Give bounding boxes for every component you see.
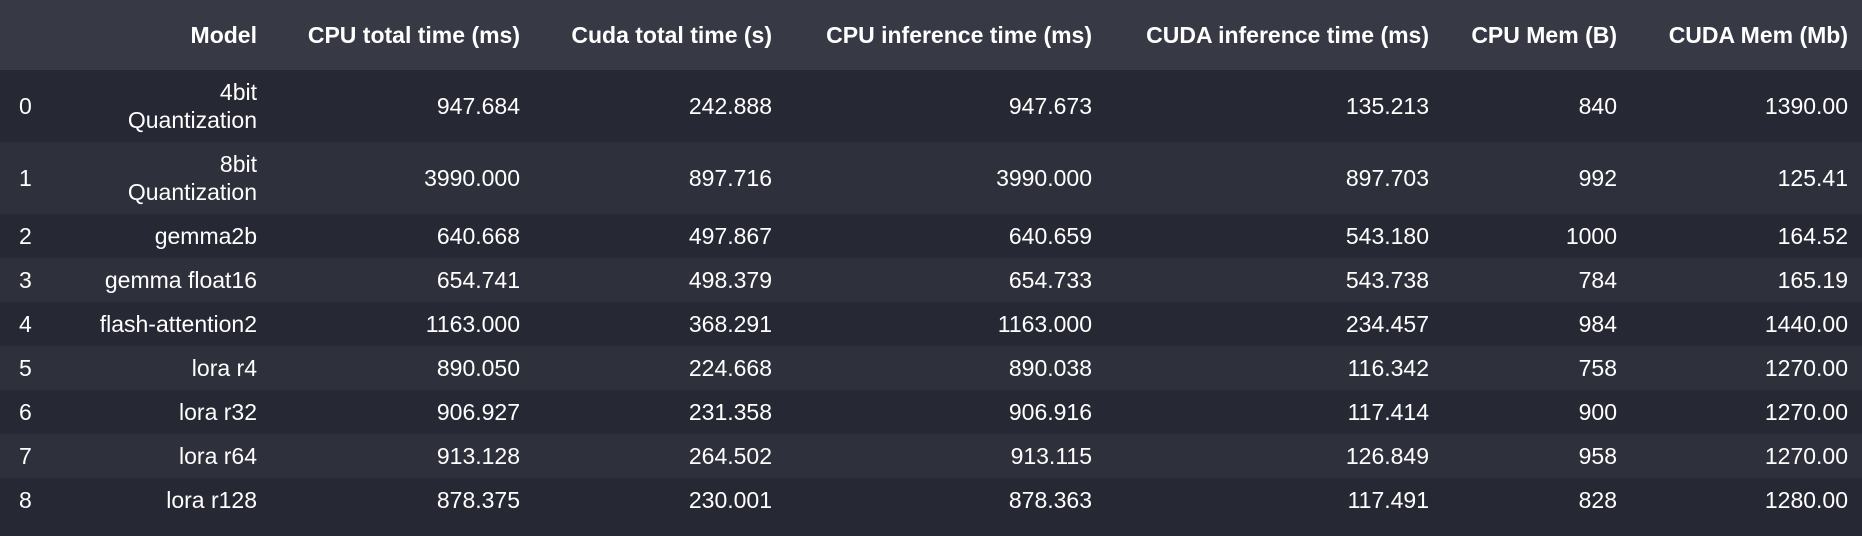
- cell-cpu-inference-time: 3990.000: [996, 165, 1092, 191]
- cell-cpu-mem: 958: [1578, 443, 1617, 469]
- cell-cuda-mem: 1270.00: [1764, 399, 1848, 425]
- row-index: 3: [19, 267, 32, 293]
- cell-cpu-total-time: 3990.000: [424, 165, 520, 191]
- cell-cuda-total-time: 230.001: [688, 487, 772, 513]
- cell-cuda-total-time: 231.358: [688, 399, 772, 425]
- cell-cpu-total-time: 1163.000: [425, 311, 520, 337]
- cell-cuda-mem: 1280.00: [1764, 487, 1848, 513]
- cell-model: lora r4: [191, 355, 257, 381]
- table-row: 4 flash-attention2 1163.000 368.291 1163…: [0, 302, 1862, 346]
- cell-cuda-mem: 1440.00: [1764, 311, 1848, 337]
- cell-cuda-inference-time: 234.457: [1345, 311, 1429, 337]
- results-table: Model CPU total time (ms) Cuda total tim…: [0, 0, 1862, 522]
- cell-cpu-mem: 992: [1578, 165, 1617, 191]
- table-row: 0 4bit Quantization 947.684 242.888 947.…: [0, 70, 1862, 142]
- cell-cpu-mem: 784: [1578, 267, 1617, 293]
- cell-cuda-mem: 164.52: [1777, 223, 1848, 249]
- header-cuda-mem: CUDA Mem (Mb): [1668, 21, 1848, 48]
- table-row: 1 8bit Quantization 3990.000 897.716 399…: [0, 142, 1862, 214]
- row-index: 8: [19, 487, 32, 513]
- cell-model: 4bit Quantization: [127, 79, 257, 133]
- cell-model: lora r64: [179, 443, 257, 469]
- cell-cpu-inference-time: 947.673: [1008, 93, 1092, 119]
- cell-cpu-inference-time: 906.916: [1008, 399, 1092, 425]
- table-row: 3 gemma float16 654.741 498.379 654.733 …: [0, 258, 1862, 302]
- cell-cpu-total-time: 890.050: [436, 355, 520, 381]
- cell-cpu-inference-time: 913.115: [1010, 443, 1092, 469]
- cell-model: flash-attention2: [99, 311, 257, 337]
- cell-cpu-inference-time: 890.038: [1008, 355, 1092, 381]
- cell-model: lora r32: [179, 399, 257, 425]
- cell-cpu-total-time: 654.741: [436, 267, 520, 293]
- cell-cuda-mem: 1270.00: [1764, 443, 1848, 469]
- cell-cuda-mem: 1270.00: [1764, 355, 1848, 381]
- cell-cuda-inference-time: 117.414: [1347, 399, 1429, 425]
- cell-cpu-inference-time: 878.363: [1008, 487, 1092, 513]
- cell-model: lora r128: [166, 487, 257, 513]
- cell-cuda-inference-time: 135.213: [1345, 93, 1429, 119]
- table-row: 6 lora r32 906.927 231.358 906.916 117.4…: [0, 390, 1862, 434]
- cell-cpu-inference-time: 640.659: [1008, 223, 1092, 249]
- row-index: 4: [19, 311, 32, 337]
- header-cuda-total-time: Cuda total time (s): [571, 21, 772, 48]
- cell-cpu-total-time: 947.684: [436, 93, 520, 119]
- header-model: Model: [190, 21, 257, 48]
- header-cpu-mem: CPU Mem (B): [1471, 21, 1617, 48]
- header-cpu-total-time: CPU total time (ms): [307, 21, 520, 48]
- table-header-row: Model CPU total time (ms) Cuda total tim…: [0, 0, 1862, 70]
- cell-cuda-total-time: 498.379: [688, 267, 772, 293]
- cell-cpu-mem: 828: [1578, 487, 1617, 513]
- cell-cpu-mem: 900: [1578, 399, 1617, 425]
- row-index: 5: [19, 355, 32, 381]
- cell-cuda-inference-time: 126.849: [1345, 443, 1429, 469]
- cell-cpu-mem: 1000: [1565, 223, 1617, 249]
- table-row: 7 lora r64 913.128 264.502 913.115 126.8…: [0, 434, 1862, 478]
- cell-cuda-mem: 1390.00: [1764, 93, 1848, 119]
- cell-cpu-mem: 758: [1578, 355, 1617, 381]
- header-index: [0, 0, 52, 70]
- row-index: 7: [19, 443, 32, 469]
- cell-cuda-inference-time: 543.738: [1345, 267, 1429, 293]
- cell-cuda-inference-time: 897.703: [1345, 165, 1429, 191]
- cell-cuda-inference-time: 543.180: [1345, 223, 1429, 249]
- row-index: 6: [19, 399, 32, 425]
- cell-cpu-inference-time: 654.733: [1008, 267, 1092, 293]
- cell-cpu-total-time: 878.375: [436, 487, 520, 513]
- cell-model: 8bit Quantization: [127, 151, 257, 205]
- table-row: 2 gemma2b 640.668 497.867 640.659 543.18…: [0, 214, 1862, 258]
- cell-cuda-total-time: 224.668: [688, 355, 772, 381]
- table-row: 8 lora r128 878.375 230.001 878.363 117.…: [0, 478, 1862, 522]
- cell-cuda-total-time: 897.716: [688, 165, 772, 191]
- cell-cpu-mem: 840: [1578, 93, 1617, 119]
- cell-cpu-mem: 984: [1578, 311, 1617, 337]
- header-cpu-inference-time: CPU inference time (ms): [826, 21, 1092, 48]
- cell-cpu-total-time: 913.128: [436, 443, 520, 469]
- cell-cuda-total-time: 368.291: [688, 311, 772, 337]
- cell-cpu-inference-time: 1163.000: [997, 311, 1092, 337]
- cell-model: gemma2b: [154, 223, 257, 249]
- header-cuda-inference-time: CUDA inference time (ms): [1146, 21, 1429, 48]
- cell-cpu-total-time: 906.927: [436, 399, 520, 425]
- cell-cuda-total-time: 264.502: [688, 443, 772, 469]
- cell-cuda-mem: 165.19: [1777, 267, 1848, 293]
- cell-cuda-total-time: 497.867: [688, 223, 772, 249]
- row-index: 0: [19, 93, 32, 119]
- row-index: 1: [19, 165, 32, 191]
- cell-cuda-mem: 125.41: [1777, 165, 1848, 191]
- cell-cpu-total-time: 640.668: [436, 223, 520, 249]
- cell-model: gemma float16: [104, 267, 257, 293]
- cell-cuda-inference-time: 117.491: [1347, 487, 1429, 513]
- table-row: 5 lora r4 890.050 224.668 890.038 116.34…: [0, 346, 1862, 390]
- cell-cuda-inference-time: 116.342: [1347, 355, 1429, 381]
- row-index: 2: [19, 223, 32, 249]
- cell-cuda-total-time: 242.888: [688, 93, 772, 119]
